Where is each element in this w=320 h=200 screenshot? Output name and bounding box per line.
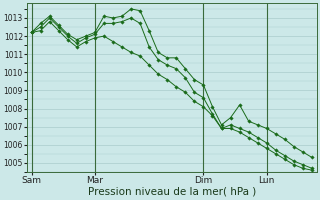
- X-axis label: Pression niveau de la mer( hPa ): Pression niveau de la mer( hPa ): [88, 187, 256, 197]
